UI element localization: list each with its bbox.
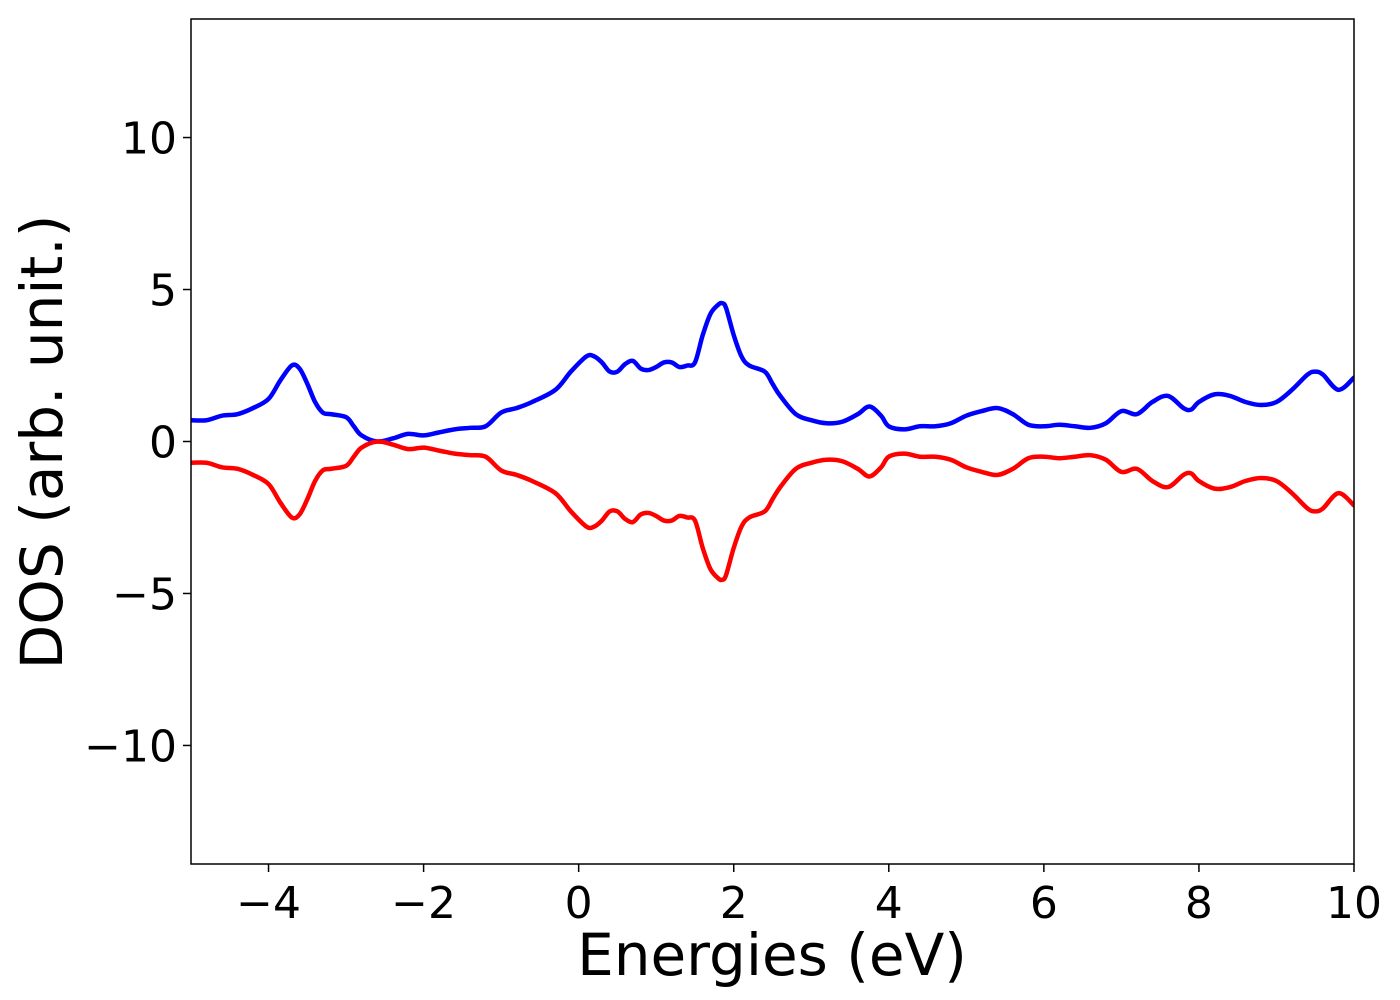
y-tick-label: −5: [112, 569, 177, 620]
series-layer: [191, 300, 1354, 583]
y-tick-label: 10: [121, 114, 177, 165]
x-axis: −4 −2 0 2 4 6 8 10: [236, 864, 1382, 929]
series-line-1: [191, 439, 1354, 583]
y-tick-label: 5: [149, 266, 177, 317]
x-tick-label: 2: [720, 878, 748, 929]
x-tick-label: 4: [875, 878, 903, 929]
series-line-0: [191, 300, 1354, 444]
x-tick-label: −2: [391, 878, 456, 929]
x-tick-label: 10: [1326, 878, 1382, 929]
x-tick-label: 0: [565, 878, 593, 929]
x-tick-label: −4: [236, 878, 301, 929]
y-tick-label: −10: [84, 721, 177, 772]
x-axis-label: Energies (eV): [577, 921, 967, 989]
plot-frame: [190, 18, 1355, 865]
y-axis: −10 −5 0 5 10: [84, 114, 191, 772]
y-tick-label: 0: [149, 418, 177, 469]
y-axis-label: DOS (arb. unit.): [8, 215, 76, 670]
x-tick-label: 8: [1185, 878, 1213, 929]
x-tick-label: 6: [1030, 878, 1058, 929]
